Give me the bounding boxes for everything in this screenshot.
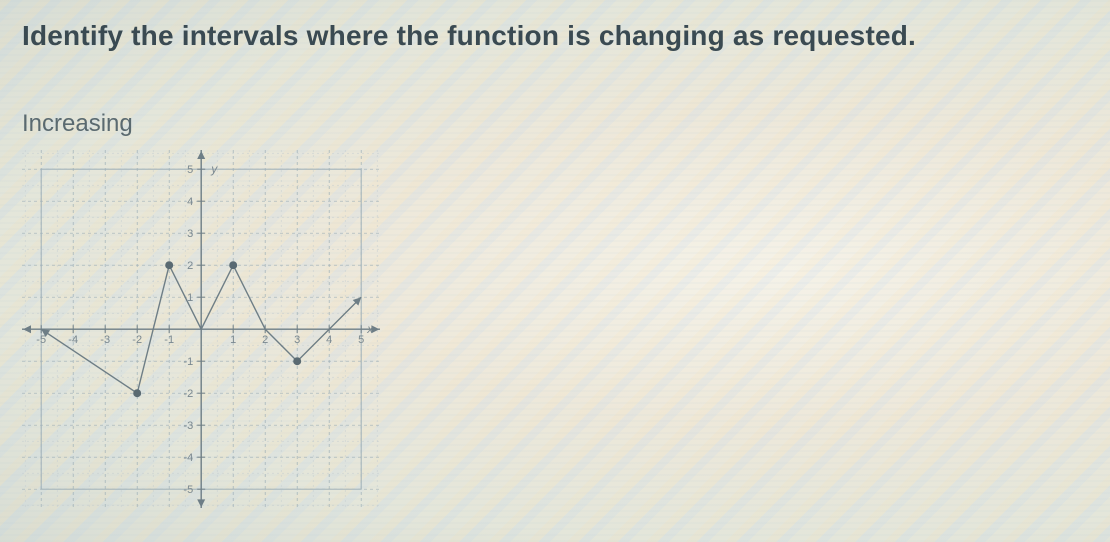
svg-text:3: 3 <box>187 228 193 240</box>
svg-text:3: 3 <box>294 334 300 346</box>
function-graph: -5-4-3-2-112345-5-4-3-2-112345yx <box>22 150 380 513</box>
svg-text:2: 2 <box>262 334 268 346</box>
svg-text:-2: -2 <box>183 388 193 400</box>
svg-text:-2: -2 <box>132 334 142 346</box>
graph-svg: -5-4-3-2-112345-5-4-3-2-112345yx <box>22 150 380 508</box>
svg-text:-3: -3 <box>183 420 193 432</box>
svg-text:y: y <box>210 162 218 176</box>
svg-text:4: 4 <box>326 334 332 346</box>
svg-text:-4: -4 <box>183 452 193 464</box>
svg-text:1: 1 <box>230 334 236 346</box>
svg-text:5: 5 <box>187 164 193 176</box>
svg-text:-5: -5 <box>36 334 46 346</box>
svg-text:-3: -3 <box>100 334 110 346</box>
svg-text:-4: -4 <box>68 334 78 346</box>
svg-text:-1: -1 <box>183 356 193 368</box>
svg-text:-5: -5 <box>183 484 193 496</box>
svg-text:x: x <box>366 322 374 336</box>
svg-text:5: 5 <box>358 334 364 346</box>
svg-text:4: 4 <box>187 196 193 208</box>
question-heading: Identify the intervals where the functio… <box>22 20 916 52</box>
question-subheading: Increasing <box>22 110 133 138</box>
svg-text:-1: -1 <box>164 334 174 346</box>
svg-text:2: 2 <box>187 260 193 272</box>
